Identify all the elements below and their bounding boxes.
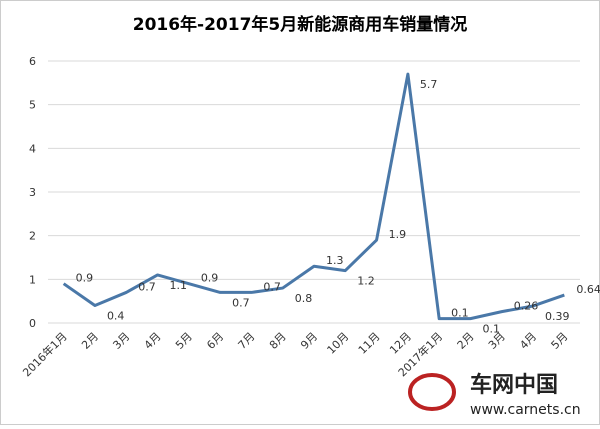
data-label: 5.7: [420, 78, 438, 91]
data-label: 1.3: [326, 254, 344, 267]
chart-title: 2016年-2017年5月新能源商用车销量情况: [133, 14, 468, 35]
y-tick-label: 0: [29, 317, 36, 330]
data-label: 0.7: [263, 280, 281, 293]
watermark-url: www.carnets.cn: [470, 402, 581, 418]
data-label: 0.9: [76, 272, 94, 285]
data-label: 0.9: [201, 272, 219, 285]
y-tick-label: 4: [29, 142, 36, 155]
data-label: 1.9: [389, 228, 407, 241]
data-label: 0.4: [107, 310, 125, 323]
watermark-name: 车网中国: [470, 372, 558, 398]
y-tick-label: 6: [29, 55, 36, 68]
data-label: 1.1: [170, 279, 188, 292]
data-label: 0.1: [451, 307, 469, 320]
data-label: 1.2: [357, 275, 375, 288]
line: [62, 72, 565, 321]
y-tick-label: 1: [29, 273, 36, 286]
data-label: 0.26: [514, 300, 539, 313]
data-label: 0.7: [232, 296, 250, 309]
data-label: 0.7: [138, 280, 156, 293]
y-tick-label: 2: [29, 230, 36, 243]
watermark: 车网中国 www.carnets.cn: [408, 372, 581, 418]
data-label: 0.39: [545, 310, 570, 323]
y-tick-label: 5: [29, 99, 36, 112]
data-label: 0.8: [295, 292, 313, 305]
data-label: 0.64: [576, 283, 600, 296]
logo: [408, 373, 456, 411]
y-tick-label: 3: [29, 186, 36, 199]
data-label: 0.1: [482, 323, 500, 336]
